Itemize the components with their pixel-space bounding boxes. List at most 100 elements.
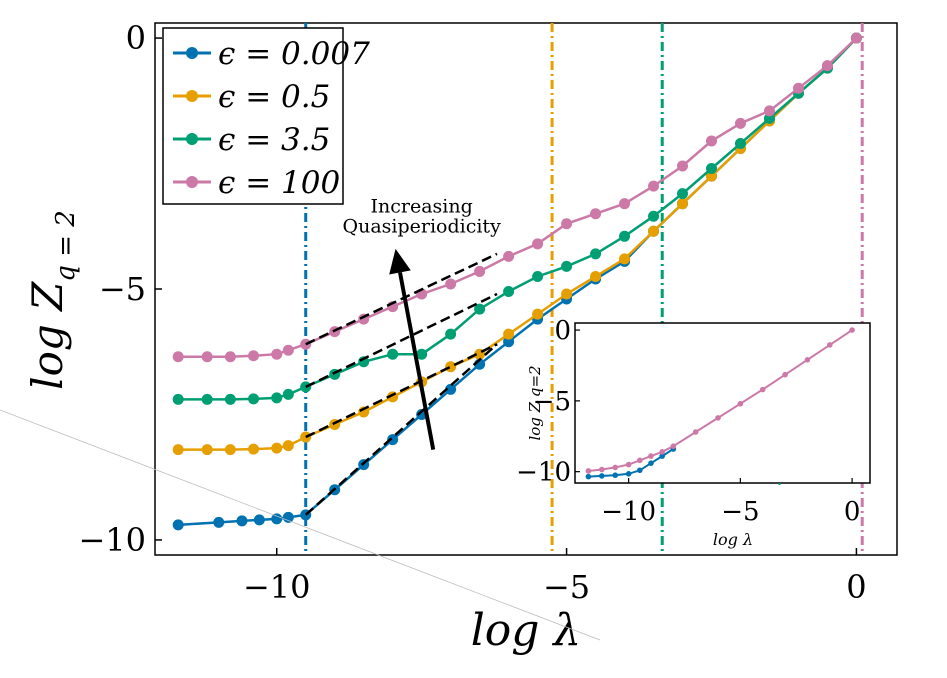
inset-x-tick-label: −10 — [601, 497, 656, 527]
series-1-point — [590, 270, 602, 282]
series-1-point — [677, 198, 689, 210]
series-2-point — [734, 137, 746, 149]
series-2-point — [763, 112, 775, 124]
series-3-point — [532, 238, 544, 250]
main-fit-lines — [304, 252, 498, 516]
series-1-point — [248, 443, 260, 455]
legend-swatch-marker — [186, 47, 198, 59]
series-2-point — [445, 328, 457, 340]
x-tick-label: −10 — [243, 568, 311, 606]
series-3-point — [850, 32, 862, 44]
main-series — [172, 32, 862, 531]
inset-series-1-point — [659, 449, 665, 455]
legend-label: ϵ = 0.007 — [218, 36, 370, 72]
annotation-line-2: Quasiperiodicity — [343, 215, 502, 237]
series-3-point — [763, 105, 775, 117]
series-1-point — [706, 170, 717, 182]
inset-series-1-point — [599, 466, 605, 473]
series-1-point — [619, 253, 631, 265]
series-0-point — [282, 511, 294, 523]
arrowhead-icon — [389, 248, 411, 275]
legend: ϵ = 0.007 ϵ = 0.5 ϵ = 3.5 ϵ = 100 — [162, 27, 370, 205]
series-1-point — [172, 444, 184, 456]
inset-series-1-point — [782, 371, 788, 378]
series-2-point — [619, 230, 631, 242]
series-1-point — [561, 288, 573, 300]
fit-line-3 — [305, 252, 498, 346]
inset-series-0-point — [659, 453, 665, 459]
series-2-point — [271, 392, 283, 404]
series-0-point — [213, 516, 225, 528]
fit-line-1 — [305, 343, 498, 439]
y-tick-label: −10 — [78, 521, 146, 559]
series-0-point — [387, 434, 399, 446]
y-axis-label-sub: q = 2 — [51, 210, 81, 282]
series-0-point — [172, 519, 184, 531]
x-tick-label: 0 — [846, 568, 866, 606]
inset-series-0-point — [585, 473, 592, 480]
series-2-point — [590, 248, 602, 260]
inset-series-1-point — [715, 415, 721, 421]
series-0-point — [253, 514, 265, 526]
inset-series-1-point — [737, 400, 744, 407]
inset-series-0-point — [612, 472, 619, 479]
legend-swatch-marker — [186, 90, 198, 102]
annotation-line-1: Increasing — [371, 195, 473, 217]
series-3-point — [677, 160, 689, 172]
series-3-point — [590, 208, 602, 220]
series-0-point — [503, 336, 515, 348]
arrow-icon — [398, 272, 436, 450]
annotation: Increasing Quasiperiodicity — [343, 195, 502, 450]
legend-label: ϵ = 0.5 — [218, 79, 330, 115]
inset-y-ticks: 0 −5 −10 — [516, 316, 580, 488]
series-0-point — [271, 513, 283, 525]
inset-series-1-point — [670, 443, 677, 449]
series-1-point — [532, 308, 544, 320]
inset-y-tick-label: −5 — [533, 387, 571, 417]
inset-x-tick-label: −5 — [721, 497, 759, 527]
series-3-point — [474, 265, 486, 277]
series-1-point — [224, 444, 236, 456]
legend-label: ϵ = 100 — [218, 165, 340, 201]
series-3-point — [619, 198, 631, 210]
series-3-point — [561, 218, 573, 230]
series-3-point — [248, 350, 260, 362]
y-axis-label-main: log Z — [23, 281, 72, 390]
series-2-point — [282, 388, 294, 400]
inset-x-axis-label: log λ — [713, 530, 753, 549]
main-x-ticks: −10 −5 0 — [243, 548, 867, 606]
inset-y-tick-label: −10 — [516, 458, 571, 488]
series-3-point — [792, 82, 804, 94]
inset-plot: −10 −5 0 0 −5 −10 log λ log Z q=2 — [516, 316, 871, 549]
fit-line-2 — [305, 292, 498, 388]
inset-series-1-point — [849, 327, 855, 333]
inset-series-0-point — [648, 460, 654, 466]
series-1-point — [503, 328, 515, 340]
series-1-point — [201, 444, 213, 456]
series-1-point — [271, 442, 283, 454]
inset-series-0-point — [625, 470, 632, 477]
series-3-point — [648, 180, 660, 192]
series-2-point — [648, 210, 660, 222]
main-plot: Increasing Quasiperiodicity −10 −5 0 0 −5 −1… — [23, 19, 898, 656]
y-tick-label: 0 — [126, 19, 146, 57]
series-3-point — [201, 351, 213, 363]
series-3-point — [734, 117, 746, 129]
series-2-point — [387, 348, 399, 360]
series-2-point — [677, 188, 689, 200]
inset-x-tick-label: 0 — [844, 497, 861, 527]
inset-series-1-point — [625, 461, 632, 468]
inset-y-tick-label: 0 — [554, 316, 571, 346]
inset-series-1-point — [759, 386, 766, 393]
legend-swatch-marker — [186, 133, 198, 145]
inset-series-1-point — [804, 357, 811, 363]
series-2-point — [201, 393, 213, 405]
inset-x-ticks: −10 −5 0 — [601, 478, 860, 527]
series-2-point — [474, 303, 486, 315]
main-y-ticks: 0 −5 −10 — [78, 19, 162, 559]
inset-series-1-point — [637, 457, 643, 464]
series-2-point — [532, 270, 544, 282]
series-2-point — [172, 393, 184, 405]
series-0-point — [445, 383, 457, 395]
